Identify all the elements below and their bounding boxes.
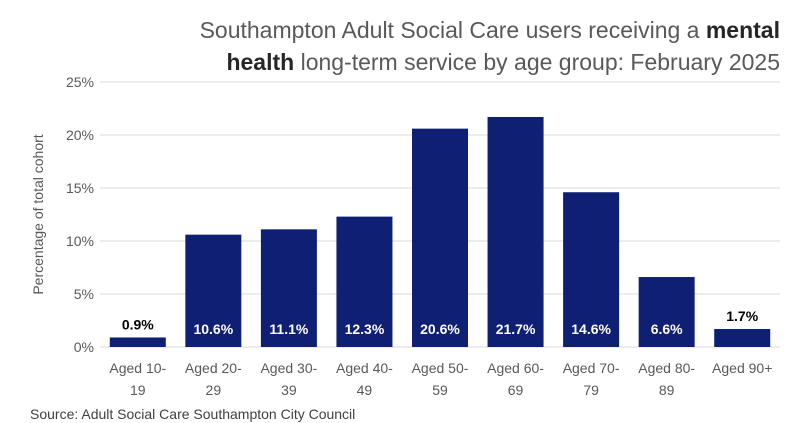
- x-tick-label: Aged 10-: [109, 360, 166, 376]
- bar: [638, 277, 695, 347]
- x-tick-label: 19: [130, 382, 146, 398]
- x-tick-label: Aged 40-: [336, 360, 393, 376]
- data-label: 14.6%: [571, 321, 611, 337]
- x-tick-label: Aged 50-: [412, 360, 469, 376]
- chart-title: Southampton Adult Social Care users rece…: [150, 14, 780, 78]
- x-tick-label: 79: [583, 382, 599, 398]
- y-tick-label: 10%: [66, 233, 94, 249]
- x-tick-label: 49: [357, 382, 373, 398]
- data-label: 12.3%: [345, 321, 385, 337]
- x-tick-label: Aged 90+: [712, 360, 772, 376]
- x-tick-label: Aged 30-: [260, 360, 317, 376]
- title-part: long-term service by age group: February…: [294, 49, 780, 75]
- x-tick-label: Aged 80-: [638, 360, 695, 376]
- bar: [412, 128, 468, 347]
- x-tick-label: 59: [432, 382, 448, 398]
- bar: [185, 234, 242, 347]
- data-label: 6.6%: [651, 321, 683, 337]
- bar: [714, 328, 771, 347]
- data-label: 1.7%: [726, 308, 758, 324]
- x-tick-label: Aged 60-: [487, 360, 544, 376]
- bar: [563, 192, 620, 347]
- bar: [336, 216, 393, 347]
- bar: [109, 337, 166, 347]
- data-label: 10.6%: [193, 321, 233, 337]
- x-tick-label: 89: [659, 382, 675, 398]
- y-tick-label: 20%: [66, 127, 94, 143]
- bar: [260, 229, 317, 347]
- data-label: 21.7%: [496, 321, 536, 337]
- x-tick-label: Aged 20-: [185, 360, 242, 376]
- x-tick-label: 69: [508, 382, 524, 398]
- y-axis-label: Percentage of total cohort: [30, 134, 46, 294]
- bar: [487, 116, 544, 347]
- y-tick-label: 5%: [74, 286, 94, 302]
- title-part: health: [226, 49, 295, 75]
- data-label: 11.1%: [269, 321, 308, 337]
- y-tick-label: 0%: [74, 339, 94, 355]
- y-tick-label: 25%: [66, 74, 94, 90]
- y-tick-label: 15%: [66, 180, 94, 196]
- x-tick-label: 39: [281, 382, 297, 398]
- x-tick-label: Aged 70-: [563, 360, 620, 376]
- title-part: Southampton Adult Social Care users rece…: [199, 17, 706, 43]
- title-part: mental: [705, 17, 780, 43]
- source-note: Source: Adult Social Care Southampton Ci…: [30, 406, 356, 422]
- data-label: 0.9%: [122, 316, 154, 332]
- bar-chart: 0% 5% 10% 15% 20% 25% Percentage of total coho…: [30, 74, 780, 398]
- data-label: 20.6%: [420, 321, 460, 337]
- x-tick-label: 29: [206, 382, 222, 398]
